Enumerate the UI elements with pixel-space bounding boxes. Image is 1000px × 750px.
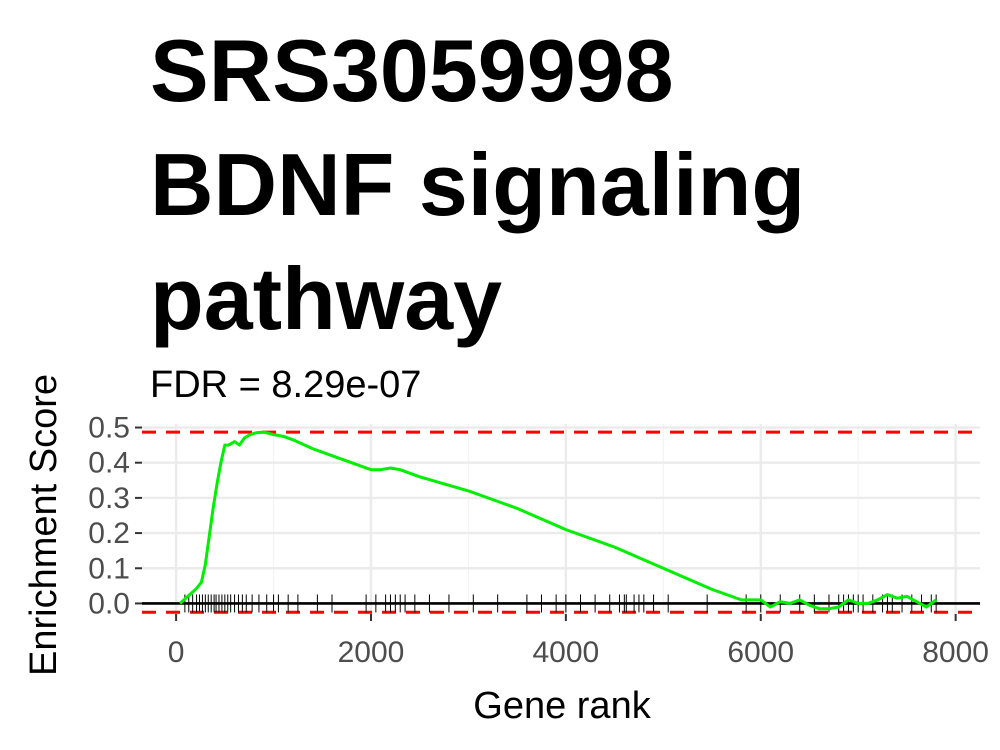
- chart-title-line-3: pathway: [150, 249, 503, 348]
- x-tick-label: 6000: [727, 636, 794, 669]
- y-tick-label: 0.4: [88, 447, 130, 480]
- x-tick-label: 4000: [532, 636, 599, 669]
- y-tick-label: 0.3: [88, 482, 130, 515]
- chart-title-line-2: BDNF signaling: [150, 135, 806, 234]
- y-tick-label: 0.2: [88, 517, 130, 550]
- y-axis-ticks: 0.00.10.20.30.40.5: [88, 412, 142, 620]
- x-axis-ticks: 0 2000 4000 6000 8000: [168, 614, 989, 669]
- y-tick-label: 0.1: [88, 552, 130, 585]
- enrichment-curve: [178, 430, 938, 611]
- x-tick-label: 8000: [922, 636, 989, 669]
- grid-lines: [142, 424, 980, 614]
- x-tick-label: 2000: [338, 636, 405, 669]
- gene-hit-ticks: [184, 594, 937, 613]
- chart-title: SRS3059998 BDNF signaling pathway: [150, 14, 990, 356]
- y-tick-label: 0.5: [88, 412, 130, 445]
- chart-subtitle: FDR = 8.29e-07: [150, 364, 422, 406]
- y-axis-label: Enrichment Score: [23, 374, 65, 676]
- x-tick-label: 0: [168, 636, 185, 669]
- y-tick-label: 0.0: [88, 587, 130, 620]
- x-axis-label: Gene rank: [473, 685, 651, 727]
- threshold-lines: [142, 430, 980, 614]
- chart-title-line-1: SRS3059998: [150, 21, 674, 120]
